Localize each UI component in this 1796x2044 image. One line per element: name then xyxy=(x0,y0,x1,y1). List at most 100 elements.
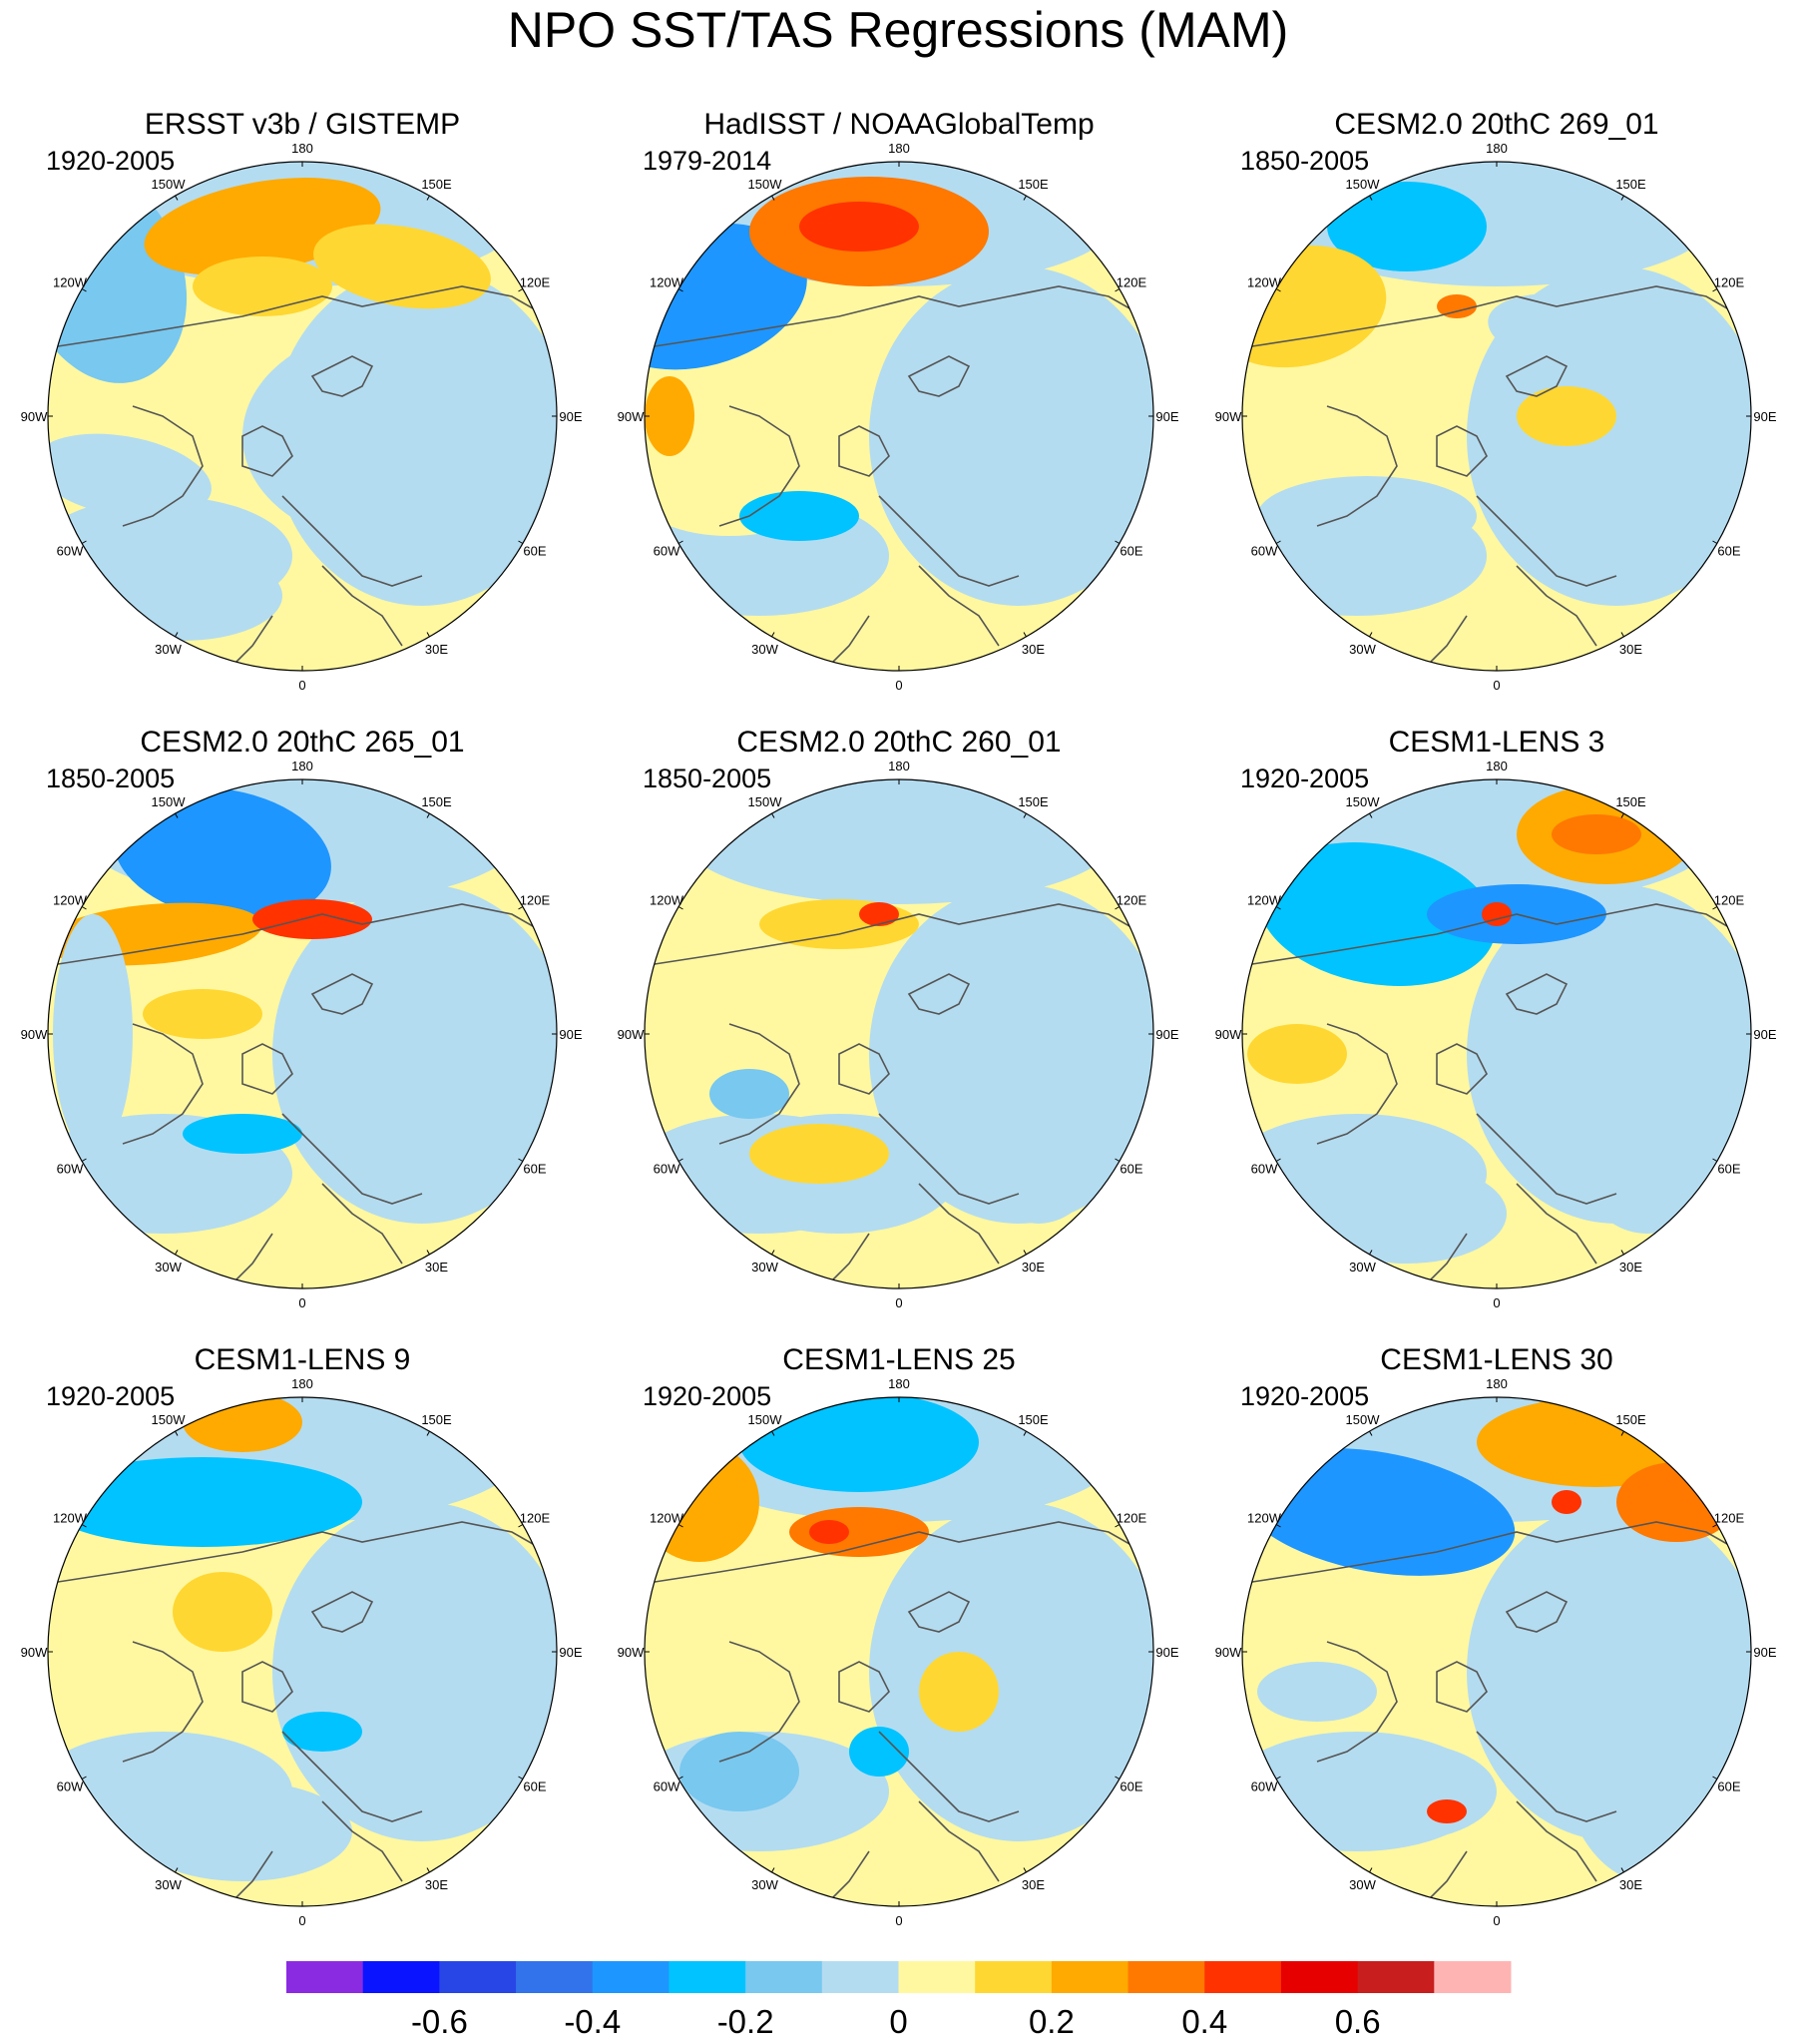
longitude-label: 120E xyxy=(1117,1511,1147,1526)
longitude-label: 180 xyxy=(888,141,910,156)
longitude-label: 180 xyxy=(291,1376,313,1391)
coastline xyxy=(241,1043,293,1095)
longitude-label: 0 xyxy=(1493,1295,1500,1310)
longitude-label: 90E xyxy=(559,1645,582,1660)
coastline xyxy=(1476,1731,1617,1822)
map-panel: CESM1-LENS 9 1920-2005 180 150E 120E 90E 60E 30… xyxy=(21,1343,583,1928)
coastline xyxy=(878,1113,1020,1205)
longitude-label: 120W xyxy=(650,1511,684,1526)
longitude-label: 180 xyxy=(1486,759,1508,773)
longitude-label: 60E xyxy=(523,544,546,559)
coastline xyxy=(310,973,374,1015)
coastline xyxy=(122,405,204,527)
longitude-label: 0 xyxy=(1493,1913,1500,1928)
regression-field xyxy=(645,1397,1153,1906)
longitude-label: 120W xyxy=(1247,275,1282,290)
coastline xyxy=(907,355,971,397)
longitude-label: 90W xyxy=(618,1027,645,1042)
coastline xyxy=(838,1043,890,1095)
coastline xyxy=(281,1113,423,1205)
longitude-label: 90E xyxy=(1155,1645,1178,1660)
panel-period: 1920-2005 xyxy=(1240,1381,1369,1411)
coastline xyxy=(281,495,423,587)
longitude-label: 150E xyxy=(421,794,452,809)
longitude-label: 60E xyxy=(1717,1162,1740,1177)
coastline xyxy=(1505,1591,1569,1633)
longitude-label: 30W xyxy=(1349,642,1376,657)
colorbar-swatch xyxy=(821,1961,899,1993)
coastline xyxy=(1316,405,1398,527)
coastline xyxy=(1436,1661,1488,1713)
longitude-label: 60W xyxy=(1251,1780,1278,1794)
panel-title: CESM2.0 20thC 269_01 xyxy=(1334,108,1658,141)
longitude-label: 180 xyxy=(888,759,910,773)
colorbar-swatch xyxy=(1127,1961,1205,1993)
colorbar-swatch xyxy=(1357,1961,1435,1993)
colorbar-swatch xyxy=(286,1961,364,1993)
coastline xyxy=(1476,1113,1617,1205)
coastline xyxy=(654,903,1144,965)
coastline xyxy=(1516,1183,1597,1265)
colorbar-swatch xyxy=(1204,1961,1282,1993)
panel-period: 1850-2005 xyxy=(46,764,175,793)
longitude-label: 30E xyxy=(1022,1260,1045,1275)
map-panel: CESM1-LENS 3 1920-2005 180 150E 120E 90E 60E 30… xyxy=(1215,726,1777,1310)
coastline xyxy=(718,405,800,527)
coastline xyxy=(310,1591,374,1633)
longitude-label: 150W xyxy=(748,794,783,809)
coastline xyxy=(907,973,971,1015)
longitude-label: 120W xyxy=(53,1511,88,1526)
longitude-label: 150E xyxy=(1615,794,1646,809)
panel-title: CESM1-LENS 25 xyxy=(782,1343,1015,1376)
longitude-label: 0 xyxy=(895,678,902,693)
panel-period: 1920-2005 xyxy=(46,146,175,176)
map-panel: CESM2.0 20thC 260_01 1850-2005 180 150E 120E… xyxy=(618,726,1179,1310)
colorbar-swatch xyxy=(745,1961,823,1993)
longitude-label: 120W xyxy=(53,893,88,908)
longitude-label: 30W xyxy=(155,642,182,657)
longitude-label: 150W xyxy=(1346,1412,1381,1427)
coastline xyxy=(310,355,374,397)
longitude-label: 180 xyxy=(1486,1376,1508,1391)
coastline xyxy=(1516,565,1597,647)
longitude-label: 30W xyxy=(155,1260,182,1275)
colorbar-label: 0.2 xyxy=(1029,2003,1075,2040)
coastline xyxy=(1316,1023,1398,1145)
longitude-label: 180 xyxy=(888,1376,910,1391)
coastline xyxy=(907,1591,971,1633)
longitude-label: 120E xyxy=(520,1511,551,1526)
colorbar-swatch xyxy=(439,1961,517,1993)
map-panel: ERSST v3b / GISTEMP 1920-2005 180 150E 120E 9… xyxy=(21,108,583,693)
longitude-label: 150W xyxy=(748,1412,783,1427)
longitude-label: 90W xyxy=(1215,409,1242,424)
longitude-label: 0 xyxy=(895,1913,902,1928)
longitude-label: 150W xyxy=(152,794,187,809)
longitude-label: 120E xyxy=(520,893,551,908)
coastline xyxy=(1426,1233,1468,1284)
coastline xyxy=(1436,1043,1488,1095)
longitude-label: 60W xyxy=(57,544,84,559)
longitude-label: 150E xyxy=(1018,1412,1049,1427)
panel-title: CESM2.0 20thC 265_01 xyxy=(140,726,464,759)
longitude-label: 150W xyxy=(1346,177,1381,192)
coastline xyxy=(718,1641,800,1763)
longitude-label: 30E xyxy=(1022,1877,1045,1892)
coastline xyxy=(1251,1521,1742,1583)
regression-field xyxy=(645,162,1153,671)
coastline xyxy=(281,1731,423,1822)
panel-period: 1850-2005 xyxy=(1240,146,1369,176)
colorbar-swatch xyxy=(362,1961,440,1993)
longitude-label: 150E xyxy=(1615,177,1646,192)
coastline xyxy=(57,285,548,347)
coastline xyxy=(1251,285,1742,347)
longitude-label: 0 xyxy=(1493,678,1500,693)
longitude-label: 60E xyxy=(1717,1780,1740,1794)
longitude-label: 120E xyxy=(1714,275,1745,290)
regression-field xyxy=(48,779,557,1288)
colorbar-swatch xyxy=(669,1961,746,1993)
panel-period: 1920-2005 xyxy=(643,1381,771,1411)
coastline xyxy=(122,1641,204,1763)
panel-title: ERSST v3b / GISTEMP xyxy=(145,108,460,141)
coastline xyxy=(654,285,1144,347)
coastline xyxy=(1505,973,1569,1015)
